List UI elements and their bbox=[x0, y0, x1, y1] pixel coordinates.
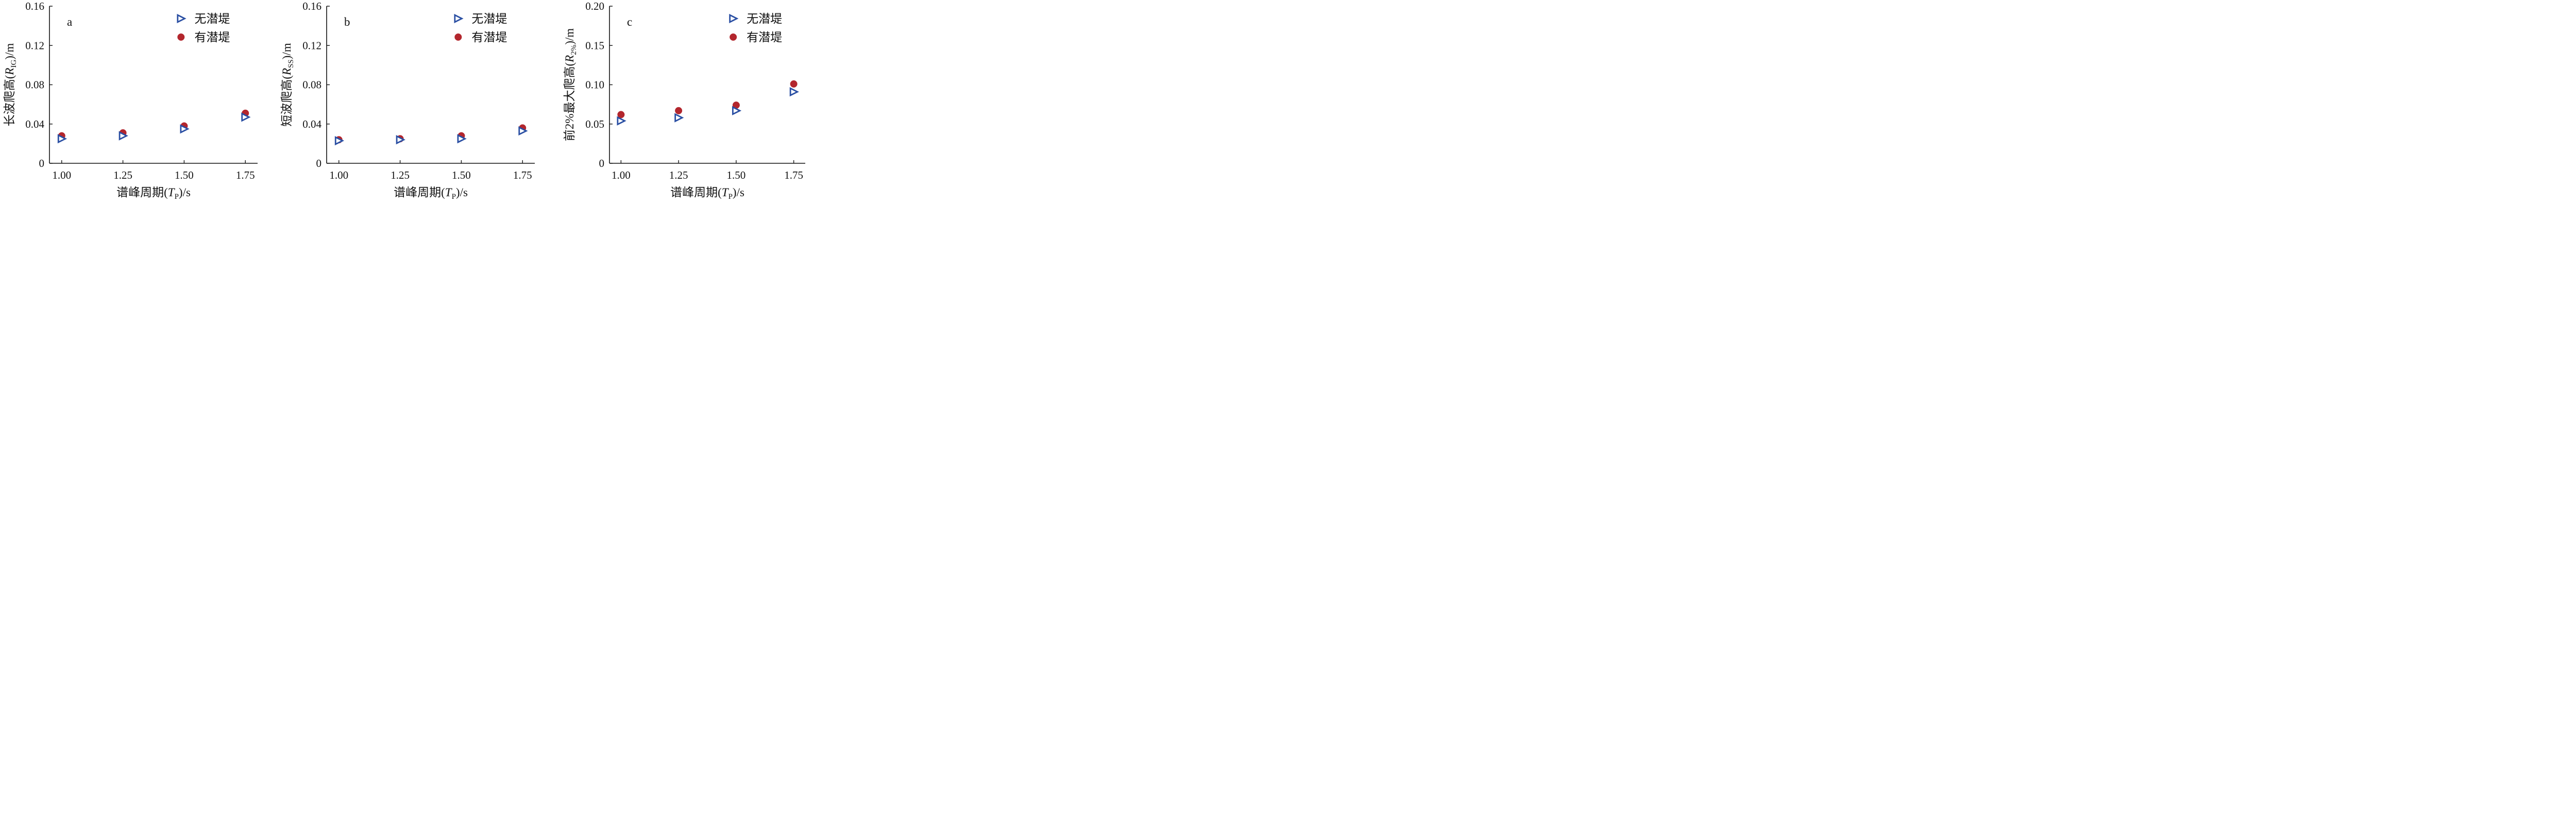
x-tick-label: 1.00 bbox=[52, 169, 71, 181]
data-point-no-berm bbox=[617, 116, 626, 126]
y-tick-label: 0 bbox=[39, 157, 45, 169]
y-tick-label: 0.16 bbox=[302, 0, 321, 12]
y-tick-label: 0.04 bbox=[302, 118, 321, 130]
x-tick-label: 1.25 bbox=[113, 169, 132, 181]
legend-label: 无潜堤 bbox=[471, 12, 507, 25]
chart-panel-b: 0 0.04 0.08 0.12 0.16 1.00 1.25 1.50 1.75 谱峰周期(TP… bbox=[280, 0, 535, 200]
legend-marker-triangle bbox=[177, 13, 187, 24]
x-axis-title-suffix: )/s bbox=[456, 186, 468, 199]
x-tick-label: 1.25 bbox=[669, 169, 688, 181]
y-axis-title-prefix: 长波爬高( bbox=[3, 75, 16, 127]
data-point-no-berm bbox=[674, 113, 684, 123]
y-axis-title-prefix: 短波爬高( bbox=[280, 75, 293, 127]
runup-figure: 00.040.080.120.161.00 1.25 1.50 1.75谱峰周期(TP… bbox=[3, 0, 805, 200]
legend-label: 无潜堤 bbox=[747, 12, 782, 25]
data-point-no-berm bbox=[396, 135, 405, 145]
y-axis-title-sub: SS bbox=[287, 59, 295, 68]
x-tick-label: 1.00 bbox=[329, 169, 348, 181]
x-axis-title-var: T bbox=[722, 186, 730, 199]
y-tick-label: 0.04 bbox=[25, 118, 44, 130]
y-tick-label: 0.12 bbox=[302, 39, 321, 52]
data-point-no-berm bbox=[732, 106, 742, 115]
x-tick-label: 1.75 bbox=[513, 169, 532, 181]
x-tick-label: 1.75 bbox=[784, 169, 803, 181]
data-point-no-berm bbox=[118, 131, 128, 141]
data-point-no-berm bbox=[241, 112, 251, 122]
x-axis-title-sub: P bbox=[175, 193, 179, 200]
x-axis-title: 谱峰周期(TP)/s bbox=[394, 186, 468, 200]
y-axis-title-var: R bbox=[3, 68, 16, 76]
y-axis-title: 短波爬高(RSS)/m bbox=[280, 43, 295, 126]
panel-letter: a bbox=[67, 15, 72, 28]
legend-label: 有潜堤 bbox=[747, 31, 782, 44]
y-axis-title-suffix: )/m bbox=[280, 43, 293, 59]
x-tick-label: 1.00 bbox=[612, 169, 631, 181]
x-tick-label: 1.25 bbox=[391, 169, 410, 181]
chart-panel-a: 0 0.04 0.08 0.12 0.16 1.00 1.25 1.50 1.75 谱峰周期(TP… bbox=[3, 0, 258, 200]
y-tick-label: 0.08 bbox=[302, 79, 321, 91]
legend-marker-triangle bbox=[454, 13, 464, 24]
legend-label: 有潜堤 bbox=[471, 31, 507, 44]
y-axis-title: 前2%最大爬高(R2%)/m bbox=[563, 28, 578, 141]
data-point-with-berm bbox=[617, 111, 625, 118]
x-axis-title: 谱峰周期(TP)/s bbox=[116, 186, 191, 200]
y-axis-title-sub: 2% bbox=[570, 45, 578, 55]
x-axis-title-suffix: )/s bbox=[179, 186, 191, 199]
y-tick-label: 0 bbox=[599, 157, 605, 169]
x-axis-title-sub: P bbox=[728, 193, 733, 200]
y-tick-label: 0.15 bbox=[585, 39, 604, 52]
y-tick-label: 0.08 bbox=[25, 79, 44, 91]
x-axis-title-prefix: 谱峰周期( bbox=[670, 186, 722, 199]
x-tick-label: 1.50 bbox=[175, 169, 194, 181]
x-tick-label: 1.50 bbox=[727, 169, 746, 181]
x-tick-label: 1.50 bbox=[452, 169, 471, 181]
panel-letter: c bbox=[627, 15, 632, 28]
x-axis-title-prefix: 谱峰周期( bbox=[116, 186, 168, 199]
x-axis-title-prefix: 谱峰周期( bbox=[394, 186, 445, 199]
y-axis-title-suffix: )/m bbox=[563, 28, 576, 45]
data-point-no-berm bbox=[334, 136, 345, 146]
y-axis-title-var: R bbox=[280, 68, 293, 76]
y-tick-label: 0.10 bbox=[585, 79, 604, 91]
x-tick-label: 1.75 bbox=[236, 169, 255, 181]
data-point-no-berm bbox=[457, 134, 467, 144]
legend-label: 有潜堤 bbox=[194, 31, 230, 44]
legend-marker-circle bbox=[730, 33, 737, 41]
data-point-no-berm bbox=[57, 134, 67, 144]
chart-panel-c: 0 0.05 0.10 0.15 0.20 1.00 1.25 1.50 1.75 谱峰周期(TP… bbox=[563, 0, 805, 200]
x-axis-title-suffix: )/s bbox=[733, 186, 744, 199]
legend-marker-triangle bbox=[729, 13, 739, 24]
data-point-with-berm bbox=[790, 80, 798, 88]
y-axis-title-sub: IG bbox=[10, 60, 18, 68]
legend-marker-circle bbox=[454, 33, 462, 41]
data-point-no-berm bbox=[518, 126, 528, 136]
x-axis-title-sub: P bbox=[452, 193, 456, 200]
legend-marker-circle bbox=[177, 33, 185, 41]
y-tick-label: 0.20 bbox=[585, 0, 604, 12]
x-axis-title: 谱峰周期(TP)/s bbox=[670, 186, 744, 200]
y-axis-title: 长波爬高(RIG)/m bbox=[3, 43, 18, 127]
y-tick-label: 0.05 bbox=[585, 118, 604, 130]
panel-letter: b bbox=[344, 15, 350, 28]
y-tick-label: 0.12 bbox=[25, 39, 44, 52]
x-axis-title-var: T bbox=[168, 186, 176, 199]
data-point-with-berm bbox=[675, 107, 683, 114]
x-axis-title-var: T bbox=[445, 186, 453, 199]
y-axis-title-prefix: 前2%最大爬高( bbox=[563, 62, 576, 141]
data-point-no-berm bbox=[789, 87, 799, 97]
y-tick-label: 0 bbox=[316, 157, 322, 169]
y-axis-title-suffix: )/m bbox=[3, 43, 16, 60]
data-point-no-berm bbox=[180, 124, 190, 134]
y-tick-label: 0.16 bbox=[25, 0, 44, 12]
legend-label: 无潜堤 bbox=[194, 12, 230, 25]
y-axis-title-var: R bbox=[563, 55, 576, 63]
